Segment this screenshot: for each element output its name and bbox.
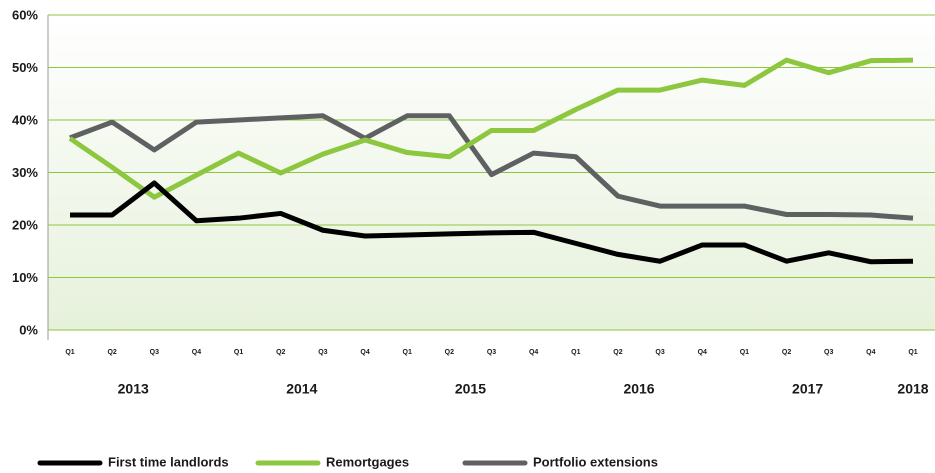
x-tick-label: Q4 [192, 349, 201, 356]
x-tick-label: Q1 [571, 349, 580, 356]
x-tick-label: Q2 [613, 349, 622, 356]
y-tick-label: 60% [12, 7, 38, 22]
x-tick-label: Q1 [740, 349, 749, 356]
x-tick-label: Q3 [487, 349, 496, 356]
x-tick-label: Q1 [908, 349, 917, 356]
x-group-label: 2015 [455, 381, 486, 397]
x-group-label: 2017 [792, 381, 823, 397]
x-tick-label: Q3 [824, 349, 833, 356]
legend-label: Remortgages [326, 454, 409, 469]
y-tick-label: 20% [12, 217, 38, 232]
y-tick-label: 30% [12, 165, 38, 180]
x-tick-label: Q2 [276, 349, 285, 356]
x-group-label: 2018 [897, 381, 928, 397]
series-line [69, 113, 914, 221]
x-tick-label: Q4 [698, 349, 707, 356]
x-group-label: 2016 [623, 381, 654, 397]
legend-label: Portfolio extensions [533, 454, 658, 469]
x-tick-label: Q3 [655, 349, 664, 356]
x-tick-label: Q3 [150, 349, 159, 356]
x-tick-label: Q2 [782, 349, 791, 356]
x-tick-label: Q1 [234, 349, 243, 356]
legend-label: First time landlords [108, 454, 229, 469]
y-tick-label: 10% [12, 270, 38, 285]
x-tick-label: Q4 [360, 349, 369, 356]
x-tick-label: Q4 [866, 349, 875, 356]
series-line [70, 180, 914, 265]
x-tick-label: Q1 [65, 349, 74, 356]
y-tick-label: 0% [19, 322, 38, 337]
x-tick-label: Q2 [445, 349, 454, 356]
x-tick-label: Q2 [107, 349, 116, 356]
y-tick-label: 50% [12, 60, 38, 75]
series-line [68, 57, 914, 200]
x-tick-label: Q1 [403, 349, 412, 356]
x-tick-label: Q3 [318, 349, 327, 356]
x-group-label: 2014 [286, 381, 317, 397]
y-tick-label: 40% [12, 112, 38, 127]
x-tick-label: Q4 [529, 349, 538, 356]
x-group-label: 2013 [118, 381, 149, 397]
